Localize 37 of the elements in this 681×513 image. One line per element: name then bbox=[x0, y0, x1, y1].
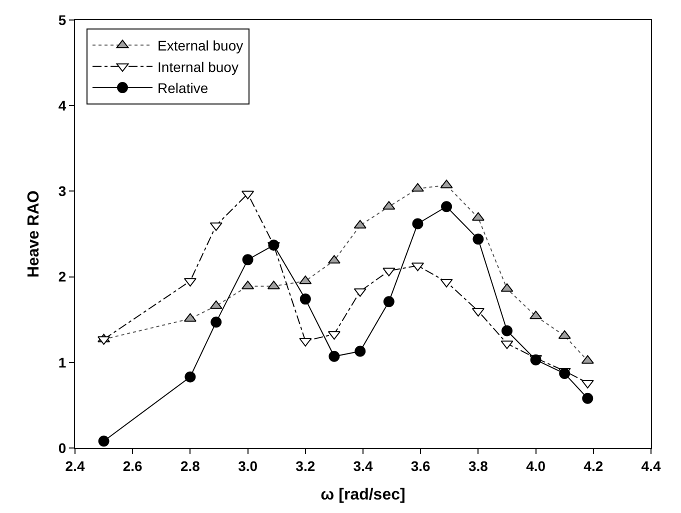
y-axis-title: Heave RAO bbox=[25, 190, 42, 278]
legend-label: External buoy bbox=[158, 38, 244, 54]
y-tick-label: 3 bbox=[58, 183, 66, 200]
legend-label: Internal buoy bbox=[158, 58, 238, 75]
point bbox=[559, 368, 570, 380]
point bbox=[268, 240, 280, 251]
point bbox=[383, 296, 394, 308]
legend-label: Relative bbox=[158, 80, 208, 96]
y-tick-label: 1 bbox=[58, 354, 66, 370]
point bbox=[210, 316, 222, 328]
point bbox=[328, 350, 340, 362]
point bbox=[412, 218, 424, 230]
point bbox=[502, 325, 512, 336]
point bbox=[441, 201, 452, 212]
point bbox=[184, 371, 196, 382]
point bbox=[300, 294, 311, 305]
y-tick-label: 0 bbox=[58, 440, 66, 456]
x-axis-title: ω [rad/sec] bbox=[320, 486, 406, 504]
x-tick-label: 2.8 bbox=[180, 458, 200, 474]
x-tick-label: 3.6 bbox=[410, 458, 431, 474]
y-tick-label: 5 bbox=[58, 12, 66, 28]
point bbox=[472, 234, 484, 245]
x-tick-label: 3.4 bbox=[353, 458, 373, 474]
point bbox=[98, 436, 110, 447]
x-tick-label: 3.0 bbox=[238, 458, 258, 474]
x-tick-label: 3.8 bbox=[468, 458, 488, 474]
y-tick-label: 4 bbox=[58, 98, 66, 114]
x-tick-label: 4.0 bbox=[526, 458, 546, 474]
point bbox=[582, 392, 594, 404]
point bbox=[354, 346, 366, 357]
point bbox=[242, 254, 254, 266]
y-tick-label: 2 bbox=[58, 268, 66, 285]
x-tick-label: 3.2 bbox=[296, 458, 316, 474]
x-tick-label: 2.6 bbox=[122, 458, 143, 474]
x-tick-label: 4.4 bbox=[641, 458, 661, 474]
x-tick-label: 4.2 bbox=[584, 458, 604, 474]
x-tick-label: 2.4 bbox=[65, 458, 85, 474]
